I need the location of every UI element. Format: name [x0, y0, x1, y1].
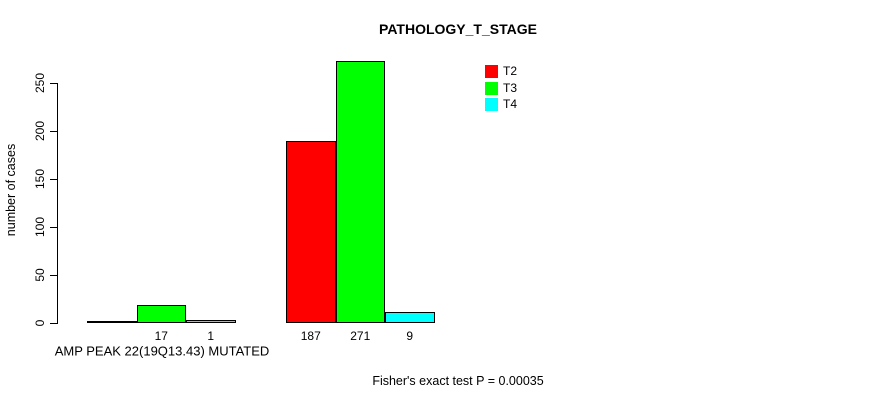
- legend-swatch-t3: [485, 81, 498, 95]
- y-tick-mark: [50, 227, 57, 228]
- bar-value-label: 271: [350, 329, 371, 343]
- bar-t3-group2: [335, 61, 385, 323]
- bar-t3-group1: [136, 305, 186, 323]
- bar-value-label: 9: [406, 329, 414, 343]
- legend-swatch-t4: [485, 98, 498, 111]
- legend-label-t2: T2: [503, 64, 518, 78]
- y-tick-mark: [50, 275, 57, 276]
- y-tick-label: 0: [33, 319, 47, 327]
- legend-swatch-t2: [485, 65, 498, 78]
- bar-t2-group1: [87, 321, 137, 323]
- y-tick-label: 50: [33, 268, 47, 282]
- bar-value-label: 1: [207, 329, 215, 343]
- y-tick-label: 150: [33, 168, 47, 190]
- bar-t2-group2: [286, 141, 336, 323]
- y-tick-mark: [50, 179, 57, 180]
- x-axis-title: AMP PEAK 22(19Q13.43) MUTATED: [54, 343, 270, 359]
- y-tick-mark: [50, 83, 57, 84]
- bar-value-label: 187: [300, 329, 321, 343]
- y-axis-line: [57, 83, 58, 324]
- y-tick-mark: [50, 131, 57, 132]
- chart-title: PATHOLOGY_T_STAGE: [379, 21, 537, 37]
- y-tick-label: 100: [33, 216, 47, 238]
- bar-t4-group1: [186, 320, 236, 323]
- y-tick-label: 200: [33, 120, 47, 142]
- fisher-test-annotation: Fisher's exact test P = 0.00035: [372, 374, 544, 388]
- y-tick-label: 250: [33, 72, 47, 94]
- y-tick-mark: [50, 323, 57, 324]
- y-axis-title: number of cases: [4, 143, 18, 237]
- legend-label-t3: T3: [503, 80, 518, 95]
- bar-t4-group2: [385, 312, 435, 323]
- bar-value-label: 17: [154, 329, 168, 343]
- legend-label-t4: T4: [503, 97, 518, 111]
